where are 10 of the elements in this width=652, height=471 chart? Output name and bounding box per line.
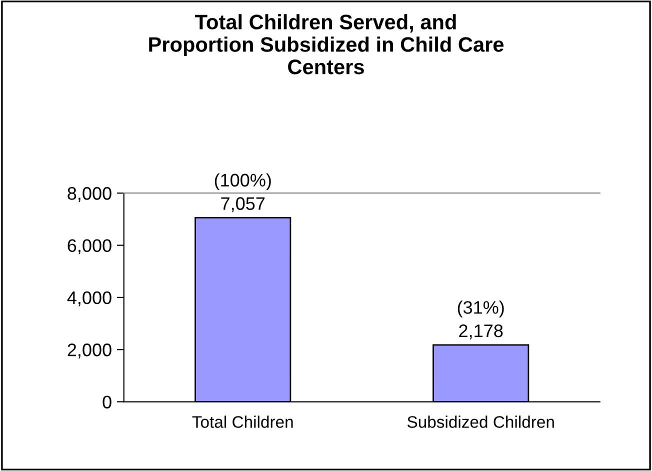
data-label: (31%) 2,178 [458,300,504,340]
y-tick-label: 6,000 [68,239,112,254]
y-tick-label: 0 [102,396,112,408]
y-tick-label: 4,000 [67,291,112,306]
y-tick-label: 8,000 [68,187,112,202]
y-tick-label: 2,000 [68,344,112,358]
x-tick-label: Total Children [192,416,293,428]
chart-title: Total Children Served, and Proportion Subsidized in Child Care Centers [149,14,504,74]
data-label: (100%) 7,057 [214,173,271,212]
x-tick-label: Subsidized Children [407,416,554,428]
